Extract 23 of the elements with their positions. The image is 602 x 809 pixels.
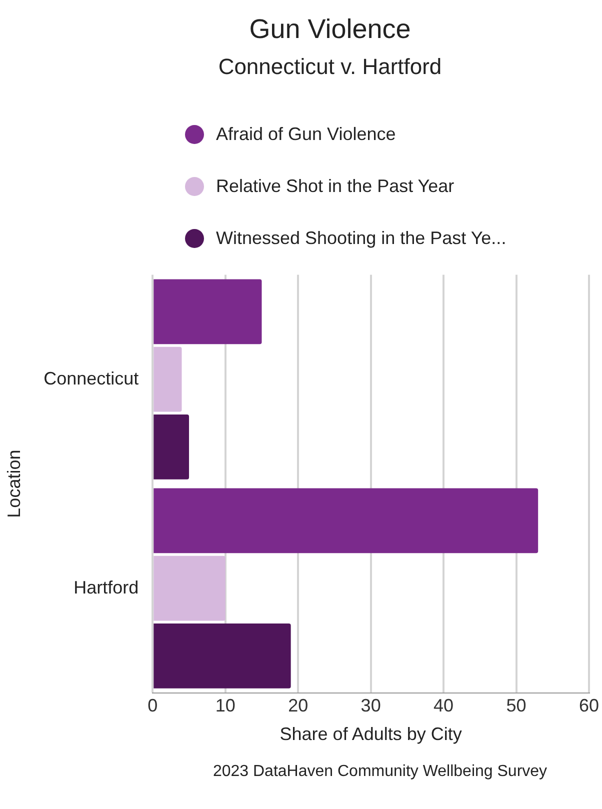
x-tick-label: 30	[360, 696, 381, 716]
x-tick-label: 60	[578, 696, 600, 716]
bar	[154, 556, 226, 621]
legend-label: Witnessed Shooting in the Past Ye...	[216, 228, 506, 248]
chart-subtitle: Connecticut v. Hartford	[217, 54, 443, 80]
x-tick-label: 10	[215, 696, 236, 716]
y-axis-title: Location	[4, 450, 24, 518]
x-tick-label: 40	[434, 696, 454, 716]
bar	[154, 623, 291, 688]
legend-label: Relative Shot in the Past Year	[216, 176, 454, 196]
x-axis-title: Share of Adults by City	[280, 724, 462, 744]
x-tick-label: 0	[148, 696, 158, 716]
chart-title: Gun Violence	[248, 14, 412, 45]
x-tick-label: 50	[506, 696, 526, 716]
y-tick-label: Hartford	[74, 577, 139, 598]
text: 2023 DataHaven Community Wellbeing Survey	[212, 762, 548, 782]
bar	[154, 346, 182, 412]
legend-label: Afraid of Gun Violence	[216, 124, 396, 144]
y-tick-label: Connecticut	[44, 368, 139, 388]
bar	[154, 414, 190, 480]
bar	[154, 279, 262, 344]
x-tick-label: 20	[288, 696, 308, 716]
bar	[154, 488, 538, 554]
